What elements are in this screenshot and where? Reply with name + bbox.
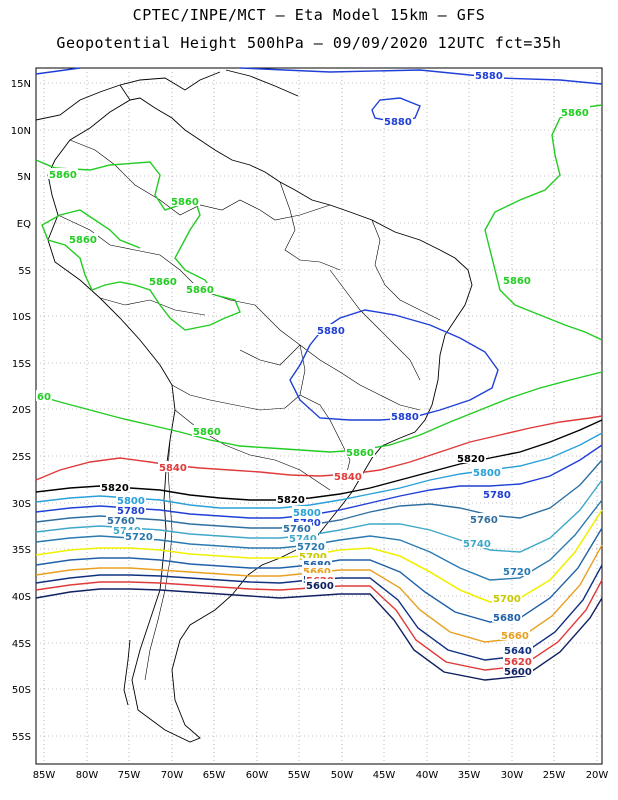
contour-label-5820: 5820 xyxy=(277,495,305,506)
contour-label-5860: 5860 xyxy=(149,277,177,288)
lat-label: 45S xyxy=(12,639,31,650)
lat-label: 15N xyxy=(11,79,31,90)
lon-label: 40W xyxy=(416,770,439,781)
lon-label: 60W xyxy=(246,770,269,781)
contour-label-5720: 5720 xyxy=(503,567,531,578)
lon-label: 50W xyxy=(331,770,354,781)
lat-label: 5S xyxy=(18,266,31,277)
contour-label-5740: 5740 xyxy=(463,539,491,550)
contour-label-5860: 5860 xyxy=(193,427,221,438)
lat-label: 10S xyxy=(12,312,31,323)
lon-label: 20W xyxy=(586,770,609,781)
lon-label: 55W xyxy=(288,770,311,781)
coastline xyxy=(35,69,473,743)
contour-label-5840: 5840 xyxy=(334,472,362,483)
lat-label: 25S xyxy=(12,452,31,463)
contour-label-5840: 5840 xyxy=(159,463,187,474)
lon-label: 70W xyxy=(161,770,184,781)
contour-label-5860: 5860 xyxy=(346,448,374,459)
contour-label-5880: 5880 xyxy=(384,117,412,128)
contour-label-5720: 5720 xyxy=(297,542,325,553)
contour-label-5860: 5860 xyxy=(561,108,589,119)
lon-label: 85W xyxy=(33,770,56,781)
contour-label-5860-west: 60 xyxy=(37,392,51,403)
country-borders xyxy=(57,139,441,681)
contour-label-5880: 5880 xyxy=(317,326,345,337)
contour-5840 xyxy=(35,415,603,481)
contour-label-5760: 5760 xyxy=(283,524,311,535)
contour-label-5600: 5600 xyxy=(306,581,334,592)
lon-label: 75W xyxy=(118,770,141,781)
contour-label-5660: 5660 xyxy=(501,631,529,642)
lat-label: 35S xyxy=(12,545,31,556)
lat-label: 15S xyxy=(12,359,31,370)
contour-label-5860: 5860 xyxy=(186,285,214,296)
contour-label-5760: 5760 xyxy=(470,515,498,526)
contour-5860 xyxy=(35,104,603,453)
lon-label: 30W xyxy=(501,770,524,781)
contour-labels: 5880 5880 5880 5880 5860 5860 5860 5860 … xyxy=(36,69,590,678)
contour-label-5780: 5780 xyxy=(483,490,511,501)
contour-label-5700: 5700 xyxy=(493,594,521,605)
chart-subtitle: Geopotential Height 500hPa – 09/09/2020 … xyxy=(56,34,562,52)
contour-label-5680: 5680 xyxy=(493,613,521,624)
lat-label: 50S xyxy=(12,685,31,696)
contour-label-5640: 5640 xyxy=(504,646,532,657)
lat-label: 5N xyxy=(17,172,31,183)
contour-label-5880: 5880 xyxy=(391,412,419,423)
contour-5600 xyxy=(35,588,603,681)
lon-label: 35W xyxy=(458,770,481,781)
contour-label-5720: 5720 xyxy=(125,532,153,543)
contour-label-5820: 5820 xyxy=(457,454,485,465)
lat-label: 10N xyxy=(11,126,31,137)
lat-label: 20S xyxy=(12,405,31,416)
lat-label: 55S xyxy=(12,732,31,743)
lat-label: 40S xyxy=(12,592,31,603)
contour-5880 xyxy=(35,67,603,421)
contour-label-5800: 5800 xyxy=(293,508,321,519)
lon-label: 80W xyxy=(76,770,99,781)
lon-label: 65W xyxy=(203,770,226,781)
contour-label-5820: 5820 xyxy=(101,483,129,494)
contour-label-5620: 5620 xyxy=(504,657,532,668)
contour-label-5780: 5780 xyxy=(117,506,145,517)
lat-label: EQ xyxy=(17,219,31,230)
contour-label-5760: 5760 xyxy=(107,516,135,527)
contour-label-5660: 5660 xyxy=(303,567,331,578)
contour-label-5700: 5700 xyxy=(299,552,327,563)
longitude-labels: 85W 80W 75W 70W 65W 60W 55W 50W 45W 40W … xyxy=(33,770,609,781)
lat-label: 30S xyxy=(12,499,31,510)
contour-label-5740: 5740 xyxy=(289,534,317,545)
contour-label-5600: 5600 xyxy=(504,667,532,678)
latitude-labels: 15N 10N 5N EQ 5S 10S 15S 20S 25S 30S 35S… xyxy=(11,79,31,743)
contour-label-5860: 5860 xyxy=(503,276,531,287)
contour-5820 xyxy=(35,419,603,501)
contour-label-5860: 5860 xyxy=(69,235,97,246)
lon-label: 25W xyxy=(543,770,566,781)
contour-label-5860: 5860 xyxy=(171,197,199,208)
lon-label: 45W xyxy=(373,770,396,781)
contour-label-5800: 5800 xyxy=(117,496,145,507)
contour-label-5880: 5880 xyxy=(475,71,503,82)
chart-title: CPTEC/INPE/MCT – Eta Model 15km – GFS xyxy=(132,6,486,24)
contour-label-5800: 5800 xyxy=(473,468,501,479)
contour-label-5860: 5860 xyxy=(49,170,77,181)
